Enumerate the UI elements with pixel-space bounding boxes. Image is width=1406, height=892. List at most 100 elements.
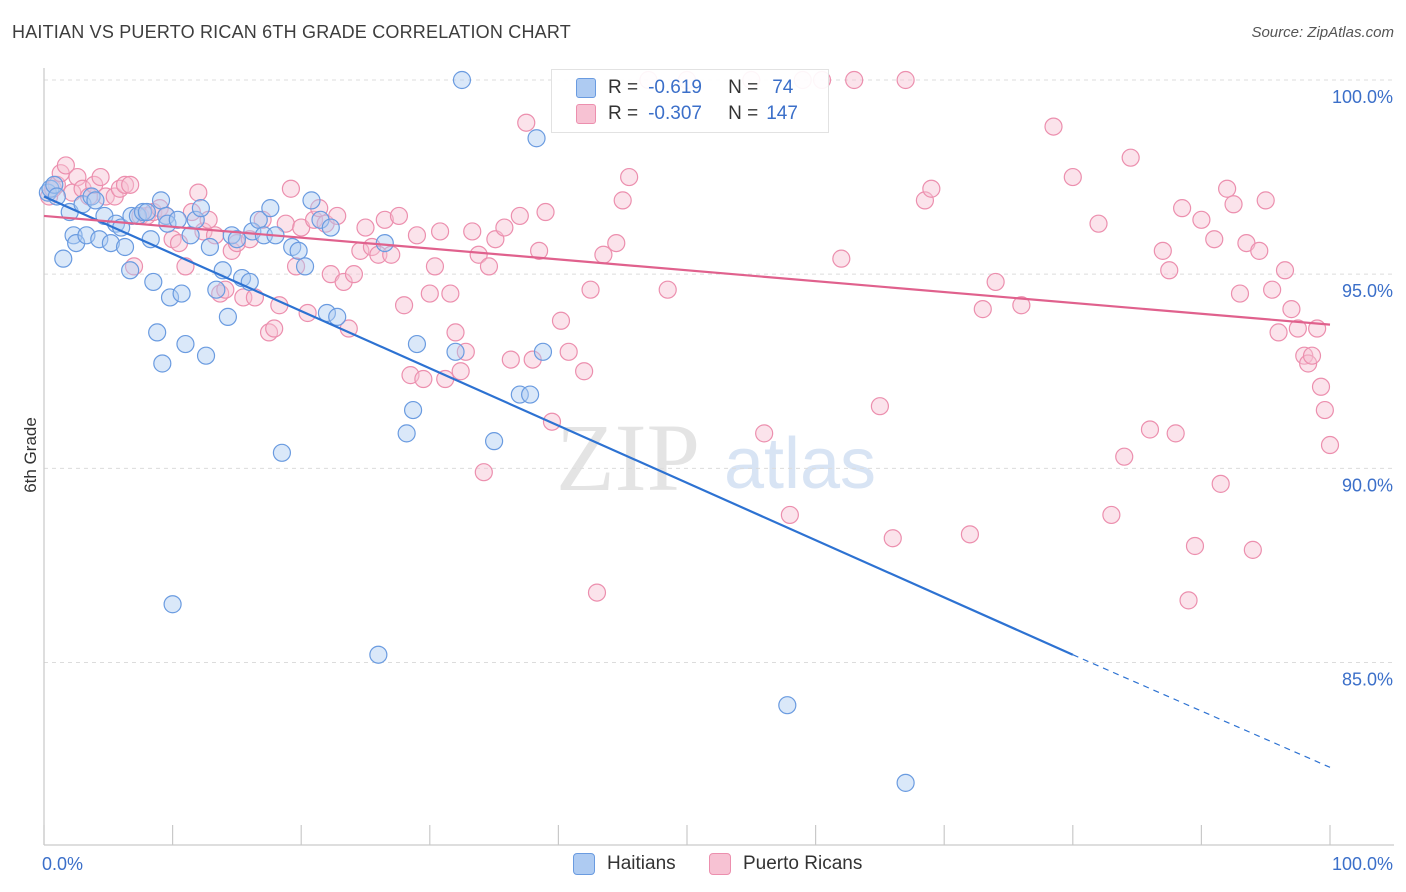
haitians-trend-line (43, 195, 1074, 656)
y-tick-label: 100.0% (1332, 87, 1393, 107)
puerto-rican-point (425, 257, 445, 276)
haitian-point (218, 307, 237, 326)
chart-title: HAITIAN VS PUERTO RICAN 6TH GRADE CORREL… (12, 22, 571, 42)
puerto-rican-point (581, 280, 600, 299)
puerto-rican-point (469, 245, 488, 264)
haitian-point (446, 342, 465, 361)
puerto-rican-point (1153, 241, 1172, 260)
puerto-rican-point (495, 218, 514, 237)
puerto-rican-point (915, 191, 935, 210)
haitian-point (227, 230, 246, 249)
haitian-point (148, 323, 167, 342)
haitian-points (38, 70, 915, 792)
n-value: 74 (772, 77, 794, 98)
puerto-rican-point (407, 226, 427, 245)
haitian-point (144, 272, 163, 292)
puerto-rican-point (896, 70, 915, 90)
y-tick-label: 85.0% (1342, 669, 1393, 689)
haitian-point (121, 261, 140, 280)
puerto-ricans-trend-line (43, 214, 1331, 326)
haitian-point (321, 218, 340, 237)
puerto-rican-point (658, 280, 677, 299)
puerto-rican-point (414, 369, 433, 389)
puerto-rican-point (1089, 214, 1108, 233)
n-label: N = (728, 77, 759, 98)
bottom-legend-haitians: Haitians (573, 852, 676, 876)
puerto-rican-point (1102, 505, 1121, 525)
haitians-swatch (576, 78, 596, 98)
puerto-rican-point (559, 342, 578, 361)
bottom-legend-puerto-ricans: Puerto Ricans (709, 852, 862, 876)
puerto-rican-point (1256, 191, 1275, 210)
puerto-rican-point (281, 179, 301, 198)
puerto-rican-point (115, 175, 135, 194)
n-label: N = (728, 103, 759, 124)
puerto-rican-point (1140, 420, 1160, 439)
haitians-legend-label: Haitians (607, 853, 676, 874)
puerto-rican-point (1282, 300, 1301, 319)
haitian-point (521, 385, 540, 404)
puerto-rican-point (501, 350, 520, 369)
puerto-rican-point (870, 397, 890, 416)
haitian-point (289, 241, 308, 260)
x-tick-label: 100.0% (1332, 854, 1393, 874)
haitian-point (452, 70, 472, 90)
puerto-rican-point (420, 284, 439, 303)
puerto-rican-point (551, 311, 571, 330)
haitian-point (533, 342, 553, 361)
puerto-rican-point (1263, 280, 1282, 299)
haitian-point (261, 199, 280, 218)
puerto-rican-point (510, 206, 529, 226)
haitian-point (510, 385, 529, 404)
puerto-rican-point (394, 296, 414, 315)
puerto-rican-point (1185, 536, 1205, 556)
puerto-rican-point (304, 210, 324, 229)
puerto-rican-point (1224, 195, 1243, 214)
puerto-rican-point (121, 175, 140, 194)
puerto-rican-point (1211, 474, 1230, 493)
puerto-rican-point (1179, 591, 1198, 610)
haitian-point (90, 230, 109, 249)
haitian-point (115, 237, 135, 257)
haitian-point (295, 257, 315, 276)
puerto-rican-point (389, 206, 409, 226)
puerto-rican-point (973, 300, 992, 319)
legend-row-puerto-ricans: R = -0.307 N = 147 (576, 102, 798, 126)
haitian-point (54, 249, 73, 268)
puerto-rican-point (1063, 167, 1082, 187)
haitian-point (328, 307, 347, 326)
r-value: -0.619 (648, 77, 702, 98)
haitians-legend-swatch (573, 853, 595, 875)
puerto-rican-point (474, 463, 493, 482)
axes-layer: 0.0% 100.0% (42, 68, 1394, 874)
haitian-point (172, 284, 191, 303)
puerto-rican-point (441, 284, 460, 303)
haitian-point (397, 424, 416, 443)
haitian-point (163, 595, 182, 614)
puerto-rican-point (587, 583, 607, 602)
puerto-rican-point (613, 191, 632, 210)
puerto-rican-point (575, 362, 594, 381)
puerto-rican-point (91, 167, 110, 187)
watermark: ZIP atlas (556, 404, 876, 511)
puerto-rican-point (1230, 284, 1250, 303)
puerto-rican-point (530, 241, 549, 260)
haitian-point (207, 280, 226, 299)
haitian-point (86, 191, 105, 210)
puerto-rican-point (451, 362, 470, 381)
haitian-point (896, 773, 915, 792)
puerto-rican-point (369, 245, 388, 264)
puerto-rican-point (56, 156, 75, 175)
grid-layer: 85.0% 90.0% 95.0% 100.0% (44, 79, 1394, 689)
puerto-rican-point (265, 319, 284, 338)
haitian-point (196, 346, 216, 365)
y-tick-label: 95.0% (1342, 281, 1393, 301)
puerto-rican-point (755, 424, 774, 443)
puerto-rican-point (922, 179, 941, 198)
r-label: R = (608, 103, 639, 124)
y-tick-label: 90.0% (1342, 475, 1393, 495)
haitian-point (407, 334, 427, 354)
puerto-rican-point (1311, 377, 1331, 396)
r-label: R = (608, 77, 639, 98)
